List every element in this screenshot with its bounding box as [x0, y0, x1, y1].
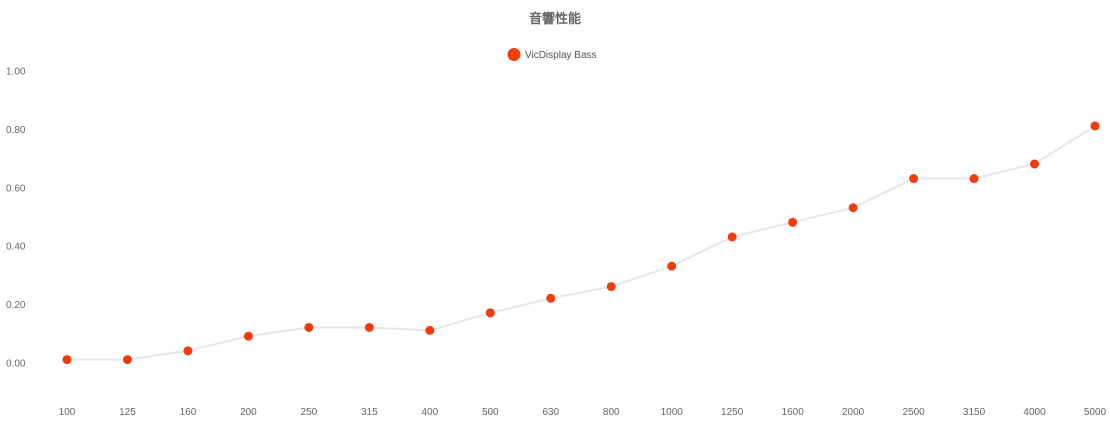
y-tick-label: 0.00 — [6, 359, 26, 370]
plot-area — [62, 121, 1100, 365]
data-point[interactable] — [425, 325, 435, 335]
x-tick-label: 200 — [240, 407, 257, 418]
x-tick-label: 1600 — [782, 407, 805, 418]
data-point[interactable] — [62, 355, 72, 365]
chart-title: 音響性能 — [529, 11, 581, 27]
y-tick-label: 1.00 — [6, 67, 26, 78]
x-axis: 100 125 160 200 250 315 400 500 630 800 1000 1250 16… — [59, 407, 1107, 418]
x-tick-label: 800 — [603, 407, 620, 418]
data-point[interactable] — [183, 346, 193, 356]
x-tick-label: 315 — [361, 407, 378, 418]
data-point[interactable] — [909, 174, 919, 184]
y-tick-label: 0.80 — [6, 125, 26, 136]
data-point[interactable] — [485, 308, 495, 318]
x-tick-label: 100 — [59, 407, 76, 418]
data-point[interactable] — [606, 282, 616, 292]
data-point[interactable] — [969, 174, 979, 184]
data-point[interactable] — [546, 293, 556, 303]
series-line — [67, 125, 1096, 361]
x-tick-label: 250 — [301, 407, 318, 418]
x-tick-label: 400 — [421, 407, 438, 418]
data-point[interactable] — [1090, 121, 1100, 131]
data-point[interactable] — [788, 217, 798, 227]
data-point[interactable] — [727, 232, 737, 242]
y-tick-label: 0.20 — [6, 300, 26, 311]
data-point[interactable] — [1030, 159, 1040, 169]
data-point[interactable] — [848, 203, 858, 213]
x-tick-label: 160 — [180, 407, 197, 418]
x-tick-label: 1250 — [721, 407, 744, 418]
data-point[interactable] — [667, 261, 677, 271]
data-point[interactable] — [122, 355, 132, 365]
data-point[interactable] — [304, 322, 314, 332]
data-point[interactable] — [243, 331, 253, 341]
x-tick-label: 4000 — [1023, 407, 1046, 418]
x-tick-label: 630 — [542, 407, 559, 418]
data-point[interactable] — [364, 322, 374, 332]
legend-label[interactable]: VicDisplay Bass — [525, 50, 597, 61]
y-tick-label: 0.40 — [6, 242, 26, 253]
y-tick-label: 0.60 — [6, 183, 26, 194]
legend-marker-icon[interactable] — [507, 48, 521, 61]
x-tick-label: 3150 — [963, 407, 986, 418]
x-tick-label: 5000 — [1084, 407, 1107, 418]
x-tick-label: 500 — [482, 407, 499, 418]
x-tick-label: 2000 — [842, 407, 865, 418]
x-tick-label: 1000 — [661, 407, 684, 418]
y-axis: 0.00 0.20 0.40 0.60 0.80 1.00 — [6, 67, 26, 370]
x-tick-label: 2500 — [902, 407, 925, 418]
x-tick-label: 125 — [119, 407, 136, 418]
legend[interactable]: VicDisplay Bass — [507, 48, 597, 61]
